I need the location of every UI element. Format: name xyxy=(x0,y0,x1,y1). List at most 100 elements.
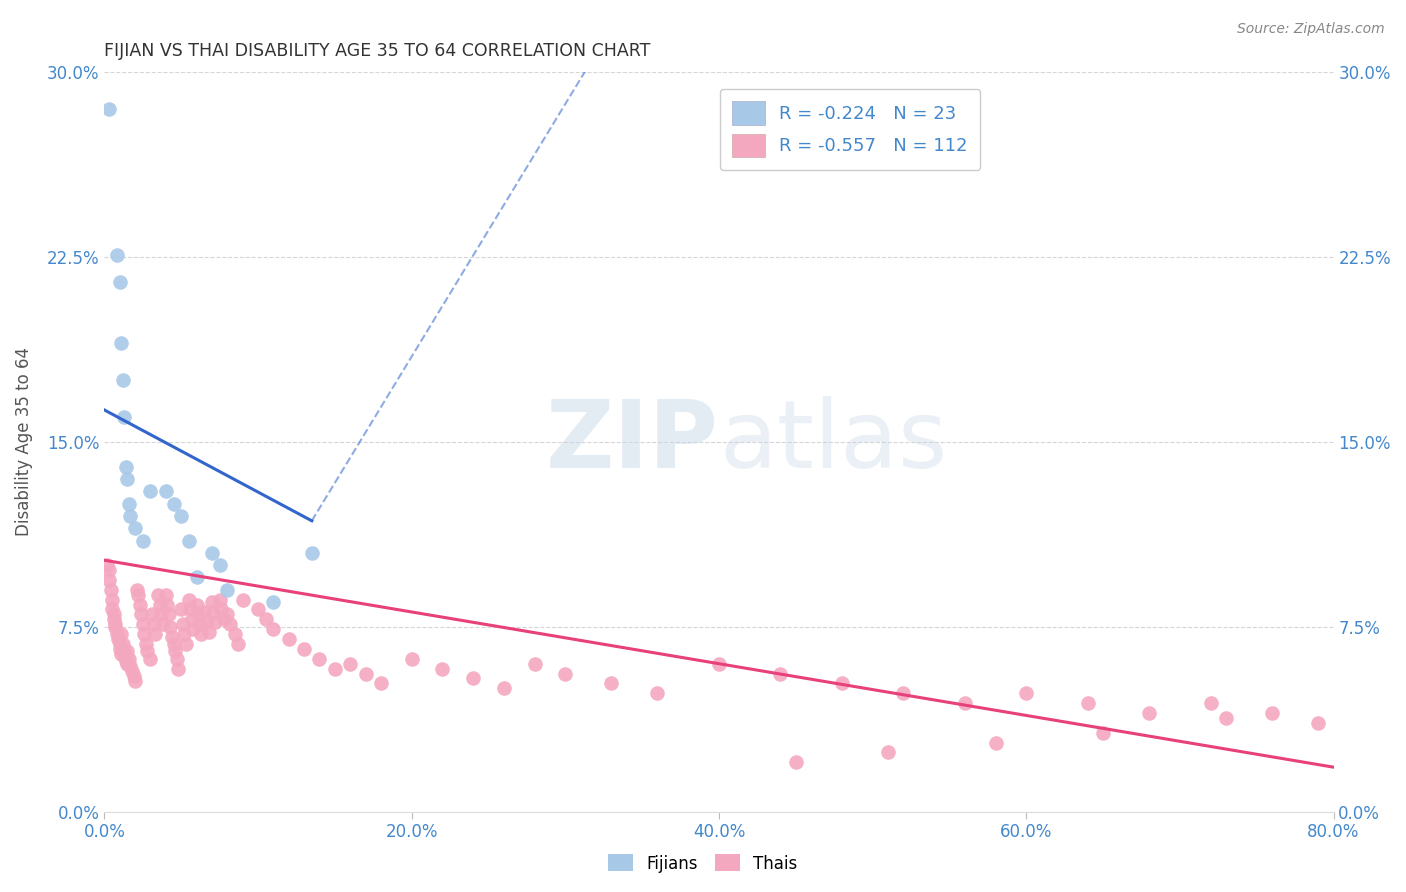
Point xyxy=(769,666,792,681)
Point xyxy=(170,602,193,616)
Point xyxy=(134,627,156,641)
Point xyxy=(159,620,181,634)
Point xyxy=(1092,725,1115,739)
Point xyxy=(167,662,190,676)
Point xyxy=(177,533,200,548)
Point xyxy=(194,615,217,629)
Point xyxy=(117,657,139,671)
Point xyxy=(139,484,162,499)
Point xyxy=(401,652,423,666)
Point xyxy=(301,546,323,560)
Point xyxy=(120,508,142,523)
Point xyxy=(118,652,141,666)
Point xyxy=(232,592,254,607)
Point xyxy=(100,582,122,597)
Point xyxy=(186,570,208,584)
Point xyxy=(1077,696,1099,710)
Point xyxy=(141,607,163,622)
Point xyxy=(112,649,135,664)
Point xyxy=(152,617,174,632)
Point xyxy=(179,602,201,616)
Point xyxy=(247,602,270,616)
Point xyxy=(162,497,184,511)
Point xyxy=(157,607,180,622)
Legend: R = -0.224   N = 23, R = -0.557   N = 112: R = -0.224 N = 23, R = -0.557 N = 112 xyxy=(720,89,980,169)
Point xyxy=(198,624,221,639)
Point xyxy=(188,617,211,632)
Point xyxy=(103,607,125,622)
Point xyxy=(201,595,224,609)
Point xyxy=(127,588,149,602)
Point xyxy=(202,605,225,619)
Point xyxy=(117,472,139,486)
Point xyxy=(461,672,484,686)
Point xyxy=(523,657,546,671)
Point xyxy=(170,508,193,523)
Point xyxy=(111,373,134,387)
Point xyxy=(166,652,188,666)
Point xyxy=(111,637,134,651)
Point xyxy=(135,637,157,651)
Legend: Fijians, Thais: Fijians, Thais xyxy=(602,847,804,880)
Point xyxy=(155,484,177,499)
Point xyxy=(186,598,208,612)
Point xyxy=(122,669,145,683)
Point xyxy=(339,657,361,671)
Point xyxy=(125,582,148,597)
Point xyxy=(224,627,246,641)
Point xyxy=(323,662,346,676)
Point xyxy=(600,676,623,690)
Point xyxy=(1261,706,1284,720)
Point xyxy=(132,533,155,548)
Point xyxy=(132,617,155,632)
Point xyxy=(149,598,172,612)
Point xyxy=(831,676,853,690)
Point xyxy=(219,617,242,632)
Point xyxy=(554,666,576,681)
Point xyxy=(162,637,184,651)
Point xyxy=(104,620,127,634)
Point xyxy=(142,617,165,632)
Point xyxy=(785,756,807,770)
Point xyxy=(110,647,132,661)
Y-axis label: Disability Age 35 to 64: Disability Age 35 to 64 xyxy=(15,348,32,536)
Point xyxy=(156,598,179,612)
Point xyxy=(172,617,194,632)
Point xyxy=(96,558,118,573)
Point xyxy=(107,632,129,646)
Point xyxy=(101,602,124,616)
Point xyxy=(208,592,231,607)
Point xyxy=(217,582,239,597)
Point xyxy=(105,248,128,262)
Point xyxy=(1015,686,1038,700)
Point xyxy=(110,336,132,351)
Text: Source: ZipAtlas.com: Source: ZipAtlas.com xyxy=(1237,22,1385,37)
Point xyxy=(120,659,142,673)
Point xyxy=(1308,715,1330,730)
Point xyxy=(193,605,215,619)
Point xyxy=(98,103,121,117)
Point xyxy=(112,410,135,425)
Point xyxy=(173,627,195,641)
Point xyxy=(143,627,166,641)
Point xyxy=(128,598,150,612)
Point xyxy=(984,735,1007,749)
Point xyxy=(217,607,239,622)
Point xyxy=(124,521,146,535)
Point xyxy=(262,595,284,609)
Point xyxy=(105,627,128,641)
Point xyxy=(647,686,669,700)
Point xyxy=(98,563,121,577)
Point xyxy=(308,652,330,666)
Point xyxy=(146,588,169,602)
Point xyxy=(277,632,299,646)
Point xyxy=(707,657,730,671)
Point xyxy=(108,641,131,656)
Point xyxy=(1137,706,1160,720)
Point xyxy=(201,546,224,560)
Text: atlas: atlas xyxy=(718,396,948,488)
Point xyxy=(292,641,315,656)
Point xyxy=(155,588,177,602)
Point xyxy=(953,696,976,710)
Point xyxy=(370,676,392,690)
